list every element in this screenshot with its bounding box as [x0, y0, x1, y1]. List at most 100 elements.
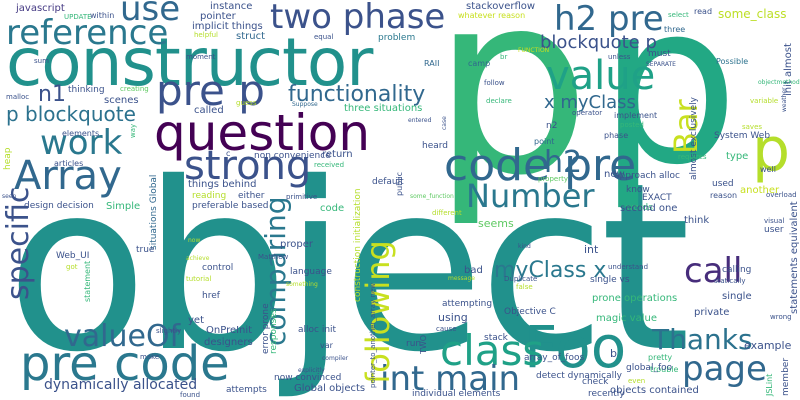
word-individual-elements: individual elements — [412, 389, 501, 399]
word-user: user — [764, 225, 784, 235]
word-seen: seen — [2, 193, 17, 200]
word-single-vs: single vs — [590, 275, 630, 285]
word-read: read — [694, 7, 713, 16]
word-three-situations: three situations — [344, 103, 423, 114]
word-prone-operations: prone operations — [592, 293, 678, 304]
word-duplicate: Duplicate — [504, 275, 538, 283]
word-n2: n2 — [546, 121, 558, 131]
word-statement: statement — [83, 260, 92, 302]
word-raii: RAII — [424, 59, 440, 68]
word-know: know — [626, 185, 650, 195]
word-construction-initialization: construction initialization — [353, 188, 363, 302]
word-update: UPDATE — [64, 13, 92, 21]
word-must: must — [648, 49, 671, 59]
word-whatever-reason: whatever reason — [458, 11, 526, 20]
word-think: think — [684, 215, 710, 226]
word-using: using — [438, 311, 468, 324]
word-variable: variable — [750, 97, 779, 105]
word-alloc-init: alloc init — [298, 325, 337, 335]
word-sum: sum — [34, 57, 49, 65]
word-within: within — [90, 11, 115, 20]
word-reason: reason — [710, 191, 738, 200]
word-different: different — [432, 209, 462, 217]
word-now-convinced: now convinced — [274, 373, 342, 383]
word-p-3: p — [752, 115, 791, 185]
word-some-class: some_class — [718, 7, 787, 21]
word-h2-pre: h2 pre — [554, 0, 664, 39]
word-single: single — [722, 291, 752, 302]
word-int-main: int main — [380, 359, 521, 399]
word-even: even — [628, 377, 646, 385]
word-something: something — [286, 281, 318, 288]
word-design-decision: design decision — [24, 201, 94, 211]
word-object: object — [6, 133, 691, 400]
word-global-foo: global_foo — [626, 363, 673, 373]
word-scenes: scenes — [104, 95, 139, 106]
word-heap: heap — [3, 147, 13, 170]
word-either: either — [238, 191, 265, 201]
word-approach-alloc: approach alloc — [614, 171, 680, 181]
word-found: found — [180, 391, 201, 399]
word-primitive: primitive — [286, 193, 318, 201]
word-follow: follow — [484, 79, 505, 87]
word-jslint: JSLint — [765, 373, 774, 396]
word-pretty: pretty — [648, 353, 673, 362]
word-recently: recently — [588, 389, 625, 399]
word-malloc: malloc — [6, 93, 30, 101]
word-second-one: second one — [620, 203, 678, 214]
word-articles: articles — [54, 159, 84, 168]
word-three: three — [664, 25, 686, 34]
word-class: class — [440, 326, 545, 375]
word-work: work — [40, 123, 123, 163]
word-pre-p: pre p — [156, 66, 265, 115]
word-called: called — [194, 105, 224, 116]
word-make: make — [140, 353, 160, 361]
word-words: words — [626, 203, 653, 213]
word-achieve: achieve — [186, 255, 210, 262]
word-false: false — [516, 283, 533, 291]
word-tutorial: tutorial — [186, 275, 212, 283]
word-foo: Foo — [524, 313, 627, 381]
word-number: Number — [466, 177, 595, 215]
word-functionality: functionality — [288, 82, 426, 107]
word-page: page — [682, 349, 767, 389]
word-statically: statically — [714, 277, 746, 285]
word-compiler: compiler — [322, 355, 349, 362]
word-web-ui: Web_UI — [56, 251, 90, 261]
word-b: b — [610, 347, 617, 360]
word-myclass-x-v: myClass x — [494, 258, 607, 283]
word-br: br — [500, 53, 508, 61]
word-exact: EXACT — [642, 193, 672, 203]
word-message: message — [448, 275, 475, 282]
word-private: private — [694, 307, 730, 318]
word-control: control — [202, 263, 234, 273]
word-p-1: p — [432, 0, 591, 230]
word-explicitly: explicitly — [298, 367, 325, 374]
word-thinking: thinking — [68, 85, 105, 95]
word-check: check — [582, 377, 609, 387]
word-overload: overload — [766, 191, 797, 199]
word-dynamically-allocated: dynamically allocated — [44, 377, 198, 393]
word-almost-exclusively: almost exclusively — [689, 97, 699, 180]
word-objective-c: Objective C — [504, 307, 556, 317]
word-understand: understand — [608, 263, 649, 271]
word-suppose: Suppose — [292, 101, 318, 108]
word-weather: weather — [781, 87, 788, 112]
word-phase: phase — [604, 131, 629, 140]
word-helpful: helpful — [194, 31, 218, 39]
word-bad: bad — [464, 265, 483, 276]
word-way: way — [129, 123, 137, 138]
word-elements: elements — [62, 129, 100, 138]
word-struct: struct — [236, 31, 265, 42]
word-int: int — [584, 243, 599, 256]
word-implicit-things: implicit things — [192, 21, 263, 32]
word-h2: h2 — [544, 145, 583, 180]
word-attempting: attempting — [442, 299, 493, 309]
word-constructor: constructor — [6, 24, 373, 101]
word-use: use — [120, 0, 181, 29]
word-separate: SEPARATE — [646, 61, 676, 68]
word-saves: saves — [742, 123, 763, 131]
word-cause: cause — [436, 325, 457, 333]
word-visual: visual — [764, 217, 785, 225]
word-posted: posted — [620, 121, 644, 129]
